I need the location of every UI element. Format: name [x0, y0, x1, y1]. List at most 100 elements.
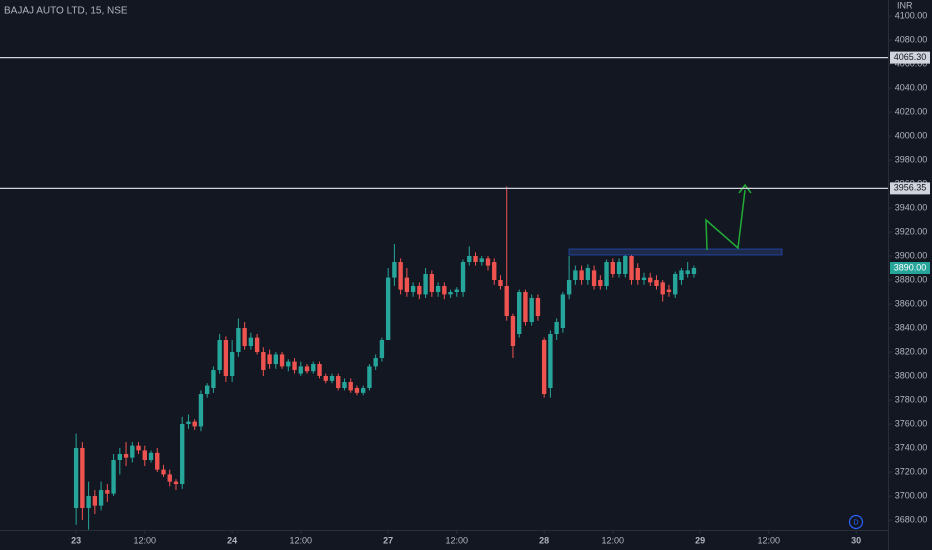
candle-body	[404, 277, 410, 293]
candle-body	[311, 364, 316, 372]
candle-body	[554, 322, 559, 335]
candle-body	[267, 354, 272, 365]
candle-body	[142, 450, 147, 461]
candle-body	[98, 490, 104, 506]
candle-body	[573, 270, 578, 281]
candle-body	[510, 316, 516, 347]
candle-body	[367, 366, 372, 389]
candle-body	[161, 469, 166, 475]
candle-body	[579, 270, 584, 281]
x-tick-label: 12:00	[758, 535, 781, 545]
candle-body	[130, 445, 135, 458]
candle-body	[111, 460, 116, 494]
candle-body	[417, 286, 422, 295]
candle-body	[211, 370, 216, 389]
y-tick-label: 3980.00	[895, 154, 928, 164]
x-tick-label: 23	[71, 535, 81, 545]
candle-body	[361, 388, 366, 393]
y-tick-label: 4020.00	[895, 106, 928, 116]
x-tick-label: 12:00	[290, 535, 313, 545]
y-tick-label: 4100.00	[895, 10, 928, 20]
candle-body	[123, 454, 129, 458]
candle-body	[248, 337, 254, 347]
candle-body	[454, 289, 459, 293]
candle-body	[591, 270, 597, 287]
candle-body	[410, 286, 416, 293]
y-tick-label: 3820.00	[895, 346, 928, 356]
y-tick-label: 3860.00	[895, 298, 928, 308]
candle-body	[429, 274, 435, 293]
candle-body	[236, 328, 241, 353]
candle-body	[148, 452, 154, 461]
candle-body	[423, 274, 428, 295]
logo-icon[interactable]	[848, 514, 864, 530]
y-tick-label: 3720.00	[895, 466, 928, 476]
y-tick-label: 3840.00	[895, 322, 928, 332]
candle-body	[298, 366, 303, 374]
candle-body	[673, 274, 678, 295]
y-tick-label: 4000.00	[895, 130, 928, 140]
candle-body	[635, 268, 640, 281]
candle-body	[273, 354, 279, 365]
candle-body	[517, 292, 522, 335]
x-tick-label: 12:00	[602, 535, 625, 545]
y-tick-label: 3800.00	[895, 370, 928, 380]
candle-body	[317, 364, 322, 377]
candle-body	[604, 261, 609, 287]
candle-body	[379, 340, 385, 359]
level-label: 4065.30	[894, 52, 927, 62]
candle-body	[498, 280, 503, 287]
candle-body	[286, 361, 291, 367]
x-tick-label: 28	[539, 535, 549, 545]
candle-body	[373, 358, 378, 367]
y-tick-label: 3680.00	[895, 514, 928, 524]
y-tick-label: 3740.00	[895, 442, 928, 452]
candle-body	[566, 280, 572, 295]
projection-arrowhead	[738, 183, 752, 194]
logo-letter[interactable]: D	[853, 519, 858, 526]
candle-body	[86, 496, 91, 509]
y-tick-label: 3900.00	[895, 250, 928, 260]
candle-body	[117, 454, 122, 461]
candle-body	[342, 382, 347, 389]
candle-body	[385, 277, 391, 341]
candle-body	[616, 261, 622, 275]
candle-body	[336, 376, 341, 389]
candle-body	[304, 366, 310, 372]
candle-body	[173, 481, 179, 485]
currency-label: INR	[897, 0, 913, 10]
candle-body	[648, 277, 653, 283]
candle-body	[136, 445, 141, 451]
candle-body	[398, 261, 403, 290]
candle-body	[198, 394, 204, 427]
candle-body	[660, 282, 665, 295]
candle-body	[504, 286, 509, 317]
candle-body	[242, 328, 247, 347]
candle-body	[279, 354, 285, 367]
candle-body	[186, 421, 191, 425]
candle-body	[691, 268, 697, 275]
y-tick-label: 3700.00	[895, 490, 928, 500]
candle-body	[492, 261, 497, 281]
candle-body	[192, 421, 197, 427]
candle-body	[560, 294, 566, 329]
candle-body	[529, 298, 534, 323]
y-tick-label: 3760.00	[895, 418, 928, 428]
candle-body	[354, 388, 360, 393]
candle-body	[479, 258, 484, 262]
candle-body	[485, 258, 491, 266]
chart-title: BAJAJ AUTO LTD, 15, NSE	[4, 6, 128, 17]
y-tick-label: 3920.00	[895, 226, 928, 236]
x-tick-label: 30	[851, 535, 861, 545]
candle-body	[623, 255, 628, 275]
level-label-box	[890, 51, 930, 64]
candle-body	[598, 280, 603, 287]
x-tick-label: 12:00	[134, 535, 157, 545]
x-tick-label: 12:00	[446, 535, 469, 545]
candle-body	[523, 292, 528, 323]
candle-body	[261, 352, 266, 371]
candle-body	[292, 361, 297, 371]
candle-body	[641, 277, 647, 281]
